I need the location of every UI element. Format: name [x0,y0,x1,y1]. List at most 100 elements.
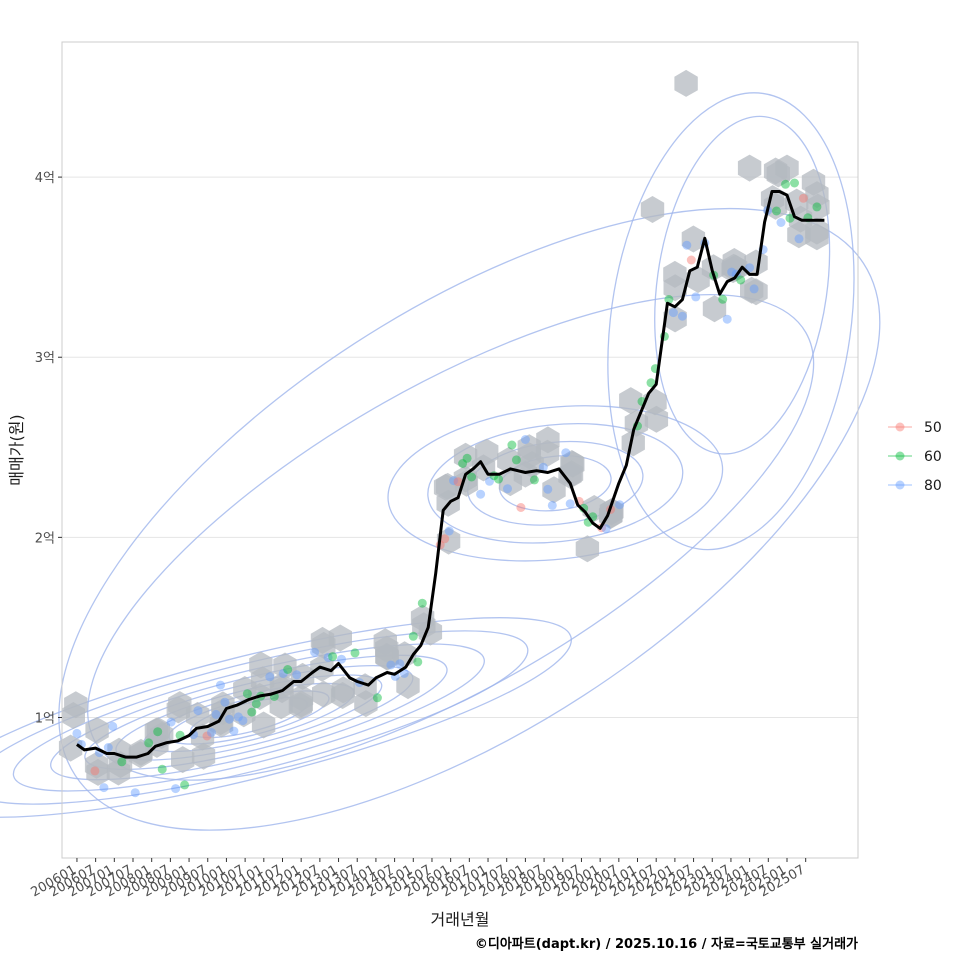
caption: ©디아파트(dapt.kr) / 2025.10.16 / 자료=국토교통부 실… [475,936,858,952]
scatter-point [458,459,468,468]
scatter-point [453,477,463,487]
scatter-point [108,721,118,731]
scatter-point [171,784,181,794]
y-tick-label: 3억 [35,351,55,366]
scatter-point [265,672,275,682]
hex-bin [744,278,768,306]
hex-bin [84,751,109,779]
hex-bin [674,69,698,97]
legend-label: 80 [924,478,942,494]
scatter-point [686,255,696,265]
scatter-point [166,717,176,727]
scatter-point [220,697,230,707]
scatter-point [812,202,822,212]
scatter-point [440,534,450,544]
legend-key-point [895,422,905,432]
hex-bin [396,672,420,700]
y-axis: 1억 2억 3억 4억 [35,171,62,726]
hex-bin [288,692,313,720]
scatter-point [413,657,423,667]
hex-bin [251,711,276,739]
hex-bin [190,723,215,751]
hex-bin [560,450,584,477]
hex-bin [171,746,195,774]
scatter-point [485,476,494,486]
scatter-point [691,292,701,302]
gridlines [62,176,858,718]
y-axis-title: 매매가(원) [7,414,26,485]
hex-bin [312,680,336,708]
contour-line [0,630,529,805]
scatter-point [745,263,755,273]
scatter-point [99,783,109,793]
scatter-point [130,788,140,798]
hex-bin [701,254,726,282]
density-contours [0,92,881,831]
scatter-point [776,218,786,227]
scatter-point [251,699,261,709]
scatter-point [207,728,216,737]
hex-bin [330,682,355,709]
scatter-point [386,660,396,670]
hex-bin [621,429,645,457]
scatter-point [529,475,539,485]
hex-bin [85,717,109,745]
hex-bin [232,700,256,728]
hex-bin [354,690,378,718]
scatter-point [72,728,82,738]
scatter-point [516,503,526,512]
scatter-point [408,631,418,641]
panel-border [61,41,859,859]
hex-bin [191,742,216,770]
y-tick-label: 4억 [35,171,55,186]
scatter-point [615,500,625,510]
contour-line [58,207,881,831]
hex-bin [185,701,210,729]
hex-bin [681,225,706,253]
hex-bin [209,708,233,736]
contour-line [387,405,724,562]
hex-bin [737,154,762,182]
scatter-point [781,179,790,189]
scatter-point [117,757,127,767]
scatter-point [211,709,221,719]
scatter-point [677,311,687,321]
scatter-point [157,764,167,774]
scatter-point [444,526,454,536]
scatter-point [278,669,288,678]
hex-bin [702,295,727,323]
scatter-point [511,455,521,465]
hex-bin [58,734,83,762]
scatter-point [229,726,239,736]
scatter-point [494,474,503,484]
scatter-point [292,670,302,680]
scatter-point [462,453,472,463]
scatter-point [790,178,799,188]
scatter-point [507,440,517,450]
scatter-point [543,484,553,494]
hex-bin [640,196,665,223]
scatter-point [449,476,459,486]
hex-bin [328,624,352,652]
scatter-point [503,484,512,494]
y-tick-label: 1억 [35,711,55,726]
contour-line [427,422,684,544]
hex-bin [801,168,826,196]
hex-bin [663,260,687,288]
hex-bin [806,193,830,221]
contour-line [12,643,485,792]
scatter-point [283,665,293,674]
scatter-point [727,267,737,277]
hex-bin [436,527,461,555]
scatter-point [601,524,611,534]
scatter-point [350,648,360,658]
hex-bin [517,434,541,462]
scatter-point [224,714,234,724]
scatter-point [144,738,154,748]
scatter-point [668,308,678,318]
hex-bin [744,249,768,277]
scatter-point [772,206,781,216]
scatter-point [216,680,225,690]
scatter-point [247,707,257,717]
